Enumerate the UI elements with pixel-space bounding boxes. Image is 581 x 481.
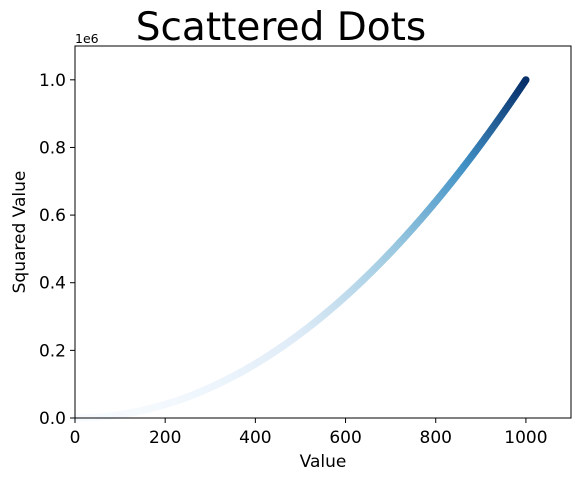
x-tick-label: 600 <box>329 428 361 448</box>
x-tick-label: 200 <box>149 428 181 448</box>
x-axis-ticks: 0 200 400 600 800 1000 <box>70 418 548 448</box>
y-tick-label: 0.6 <box>39 206 66 226</box>
y-tick-label: 1.0 <box>39 71 66 91</box>
x-tick-label: 1000 <box>504 428 547 448</box>
chart-title: Scattered Dots <box>136 5 427 50</box>
y-axis-title: Squared Value <box>10 171 30 294</box>
y-axis-offset-label: 1e6 <box>75 31 99 46</box>
y-tick-label: 0.4 <box>39 274 66 294</box>
plot-frame <box>74 45 572 419</box>
x-tick-label: 800 <box>420 428 452 448</box>
x-tick-label: 400 <box>239 428 271 448</box>
y-tick-label: 0.0 <box>39 409 66 429</box>
y-axis-ticks: 0.0 0.2 0.4 0.6 0.8 1.0 <box>39 71 75 429</box>
x-axis-title: Value <box>300 452 347 472</box>
data-point <box>522 76 530 84</box>
x-tick-label: 0 <box>70 428 81 448</box>
scatter-points <box>71 76 530 422</box>
y-tick-label: 0.2 <box>39 341 66 361</box>
y-tick-label: 0.8 <box>39 138 66 158</box>
